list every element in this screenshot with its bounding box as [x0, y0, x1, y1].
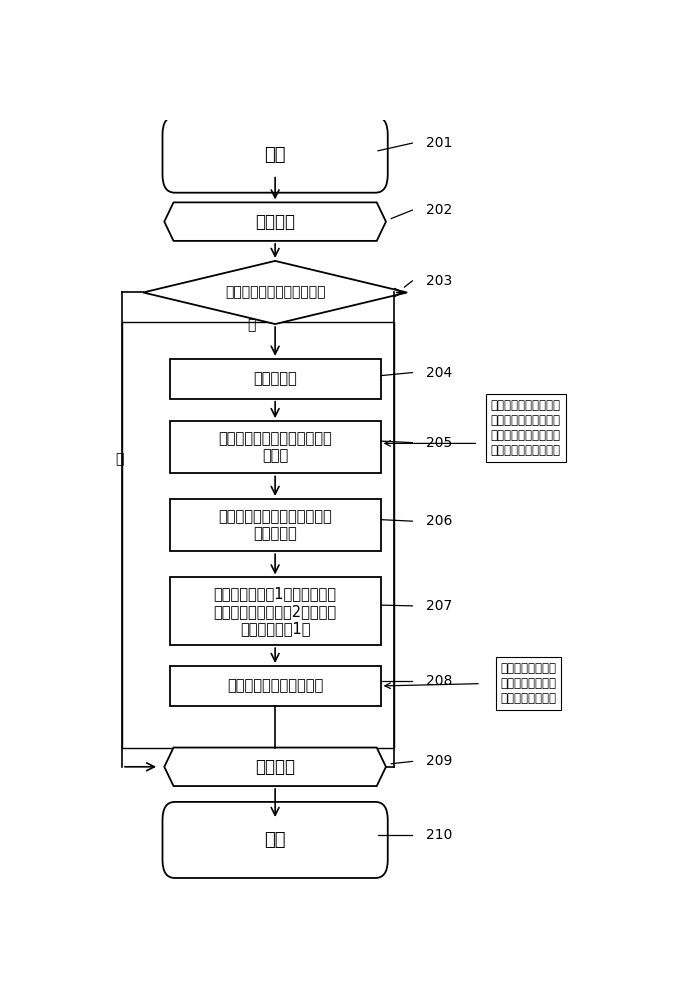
Text: 210: 210 [426, 828, 452, 842]
Text: 开始: 开始 [264, 146, 286, 164]
Text: 201: 201 [426, 136, 452, 150]
FancyBboxPatch shape [163, 117, 387, 193]
Text: 循环开始: 循环开始 [255, 213, 295, 231]
Text: 202: 202 [426, 203, 452, 217]
Text: 203: 203 [426, 274, 452, 288]
Polygon shape [164, 202, 386, 241]
Text: 判断循环结束标志是否为真: 判断循环结束标志是否为真 [225, 285, 326, 299]
Polygon shape [143, 261, 407, 324]
Polygon shape [164, 748, 386, 786]
Text: 205: 205 [426, 436, 452, 450]
Bar [122, 322, 394, 748]
Text: 采集到数据: 采集到数据 [253, 371, 297, 386]
Text: 209: 209 [426, 754, 452, 768]
Text: 释放线程同步锁的使用权: 释放线程同步锁的使用权 [227, 678, 323, 693]
Bar [170, 359, 381, 399]
Bar [170, 421, 381, 473]
Text: 获取数据处理线程正在使用的
缓冲区编号: 获取数据处理线程正在使用的 缓冲区编号 [218, 509, 332, 541]
Text: 释放后，数据处理
线程就能获取该线
程同步锁的使用权: 释放后，数据处理 线程就能获取该线 程同步锁的使用权 [501, 662, 556, 705]
Text: 206: 206 [426, 514, 452, 528]
Text: 否: 否 [247, 318, 255, 332]
Text: 该方式会一直等待，直
到数据处理线程释放该
锁后，本线程获取到线
程同步锁的使用权为止: 该方式会一直等待，直 到数据处理线程释放该 锁后，本线程获取到线 程同步锁的使用… [491, 399, 561, 457]
Bar [170, 499, 381, 551]
Text: 是: 是 [115, 452, 124, 466]
Text: 204: 204 [426, 366, 452, 380]
Text: 208: 208 [426, 674, 452, 688]
Text: 结束: 结束 [264, 831, 286, 849]
Text: 207: 207 [426, 599, 452, 613]
Bar [170, 577, 381, 645]
Bar [170, 666, 381, 706]
Text: 循环结束: 循环结束 [255, 758, 295, 776]
Text: 若缓冲区编号为1，则将采集到
的数据储存到缓冲区2中，否则
储存到缓冲区1中: 若缓冲区编号为1，则将采集到 的数据储存到缓冲区2中，否则 储存到缓冲区1中 [214, 586, 336, 636]
Text: 以阻塞模式获取线程同步锁的
使用权: 以阻塞模式获取线程同步锁的 使用权 [218, 431, 332, 463]
FancyBboxPatch shape [163, 802, 387, 878]
